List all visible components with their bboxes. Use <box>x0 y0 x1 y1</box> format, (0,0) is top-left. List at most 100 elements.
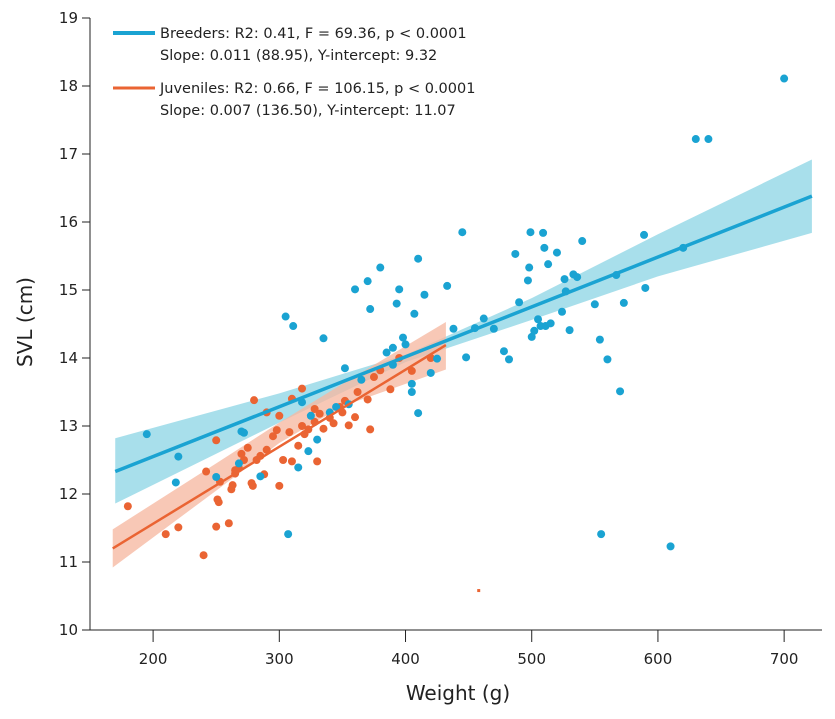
juveniles-point <box>275 411 284 420</box>
juveniles-point <box>275 481 284 490</box>
breeders-point <box>479 314 488 323</box>
breeders-point <box>527 332 536 341</box>
juveniles-point <box>298 384 307 393</box>
breeders-point <box>401 340 410 349</box>
juveniles-point <box>214 498 223 507</box>
breeders-point <box>212 473 221 481</box>
breeders-point <box>515 298 524 307</box>
breeders-point <box>499 347 508 356</box>
juveniles-point <box>344 421 353 430</box>
y-tick-label: 19 <box>59 9 78 27</box>
juveniles-point <box>123 502 132 511</box>
y-tick-label: 15 <box>59 281 78 299</box>
breeders-point <box>462 353 471 362</box>
juveniles-point <box>351 413 360 422</box>
juveniles-point <box>202 467 211 476</box>
juveniles-point <box>279 456 288 464</box>
breeders-point <box>534 315 543 324</box>
legend-label-breeders-line2: Slope: 0.011 (88.95), Y-intercept: 9.32 <box>160 48 437 64</box>
juveniles-point <box>369 373 378 382</box>
breeders-point <box>505 355 514 364</box>
x-tick-label: 700 <box>770 650 799 668</box>
breeders-point <box>526 228 535 237</box>
juveniles-point <box>224 519 233 528</box>
breeders-point <box>357 375 366 384</box>
y-tick-label: 13 <box>59 417 78 435</box>
breeders-point <box>666 542 675 551</box>
breeders-point <box>603 355 612 364</box>
juveniles-point <box>228 481 237 490</box>
breeders-point <box>619 298 628 307</box>
breeders-point <box>489 324 498 333</box>
x-tick-label: 500 <box>517 650 546 668</box>
breeders-point <box>578 237 587 246</box>
juveniles-point <box>250 396 259 405</box>
breeders-point <box>376 263 385 272</box>
breeders-point <box>388 343 397 352</box>
juveniles-point <box>212 522 221 531</box>
x-axis-title: Weight (g) <box>406 681 510 705</box>
juveniles-point <box>310 405 319 413</box>
legend-label-breeders-line1: Breeders: R2: 0.41, F = 69.36, p < 0.000… <box>160 26 467 42</box>
breeders-point <box>363 277 372 286</box>
juveniles-point <box>243 443 252 452</box>
y-ticks: 10 11 12 13 14 15 16 17 18 19 <box>59 9 90 639</box>
breeders-point <box>544 260 553 269</box>
breeders-point <box>640 230 649 239</box>
breeders-point <box>558 307 567 316</box>
confidence-bands <box>112 159 812 568</box>
juveniles-point <box>212 436 221 445</box>
breeders-point <box>546 319 555 328</box>
legend-label-juveniles-line1: Juveniles: R2: 0.66, F = 106.15, p < 0.0… <box>159 81 475 97</box>
y-tick-label: 18 <box>59 77 78 95</box>
y-tick-label: 17 <box>59 145 78 163</box>
juveniles-point <box>248 481 257 490</box>
juveniles-point <box>353 388 362 396</box>
fit-lines <box>112 194 813 550</box>
juveniles-point <box>363 395 372 404</box>
y-tick-label: 10 <box>59 621 78 639</box>
x-tick-label: 200 <box>139 650 168 668</box>
breeders-point <box>306 411 315 420</box>
juveniles-point <box>237 449 246 458</box>
juveniles-point <box>407 366 416 375</box>
breeders-point <box>414 409 423 418</box>
breeders-point <box>523 276 532 285</box>
juveniles-point <box>313 457 322 466</box>
breeders-point <box>449 324 458 333</box>
juveniles-point <box>161 530 170 539</box>
breeders-point <box>256 472 265 481</box>
breeders-point <box>420 290 429 299</box>
breeders-point <box>284 530 293 539</box>
breeders-point <box>616 387 625 396</box>
breeders-point <box>239 428 248 437</box>
juveniles-point <box>315 409 324 418</box>
breeders-point <box>525 263 534 272</box>
breeders-point <box>171 478 180 487</box>
breeders-point <box>304 447 313 456</box>
breeders-point <box>426 368 435 377</box>
juveniles-point <box>269 432 277 441</box>
breeders-point <box>294 463 303 472</box>
breeders-point <box>407 379 416 388</box>
axes <box>89 18 822 631</box>
y-tick-label: 14 <box>59 349 78 367</box>
breeders-point <box>573 273 582 282</box>
breeders-point <box>560 275 569 284</box>
y-tick-label: 12 <box>59 485 78 503</box>
breeders-point <box>332 402 341 411</box>
juveniles-point <box>294 441 303 450</box>
breeders-point <box>313 435 322 444</box>
breeders-confidence-band <box>115 159 812 504</box>
breeders-point <box>691 135 700 144</box>
juveniles-point <box>298 422 307 430</box>
breeders-point <box>174 452 183 461</box>
breeders-point <box>392 299 401 308</box>
y-tick-label: 11 <box>59 553 78 571</box>
breeders-point <box>407 388 416 396</box>
juveniles-point <box>319 424 328 433</box>
breeders-point <box>366 305 375 314</box>
juveniles-point <box>386 385 395 394</box>
